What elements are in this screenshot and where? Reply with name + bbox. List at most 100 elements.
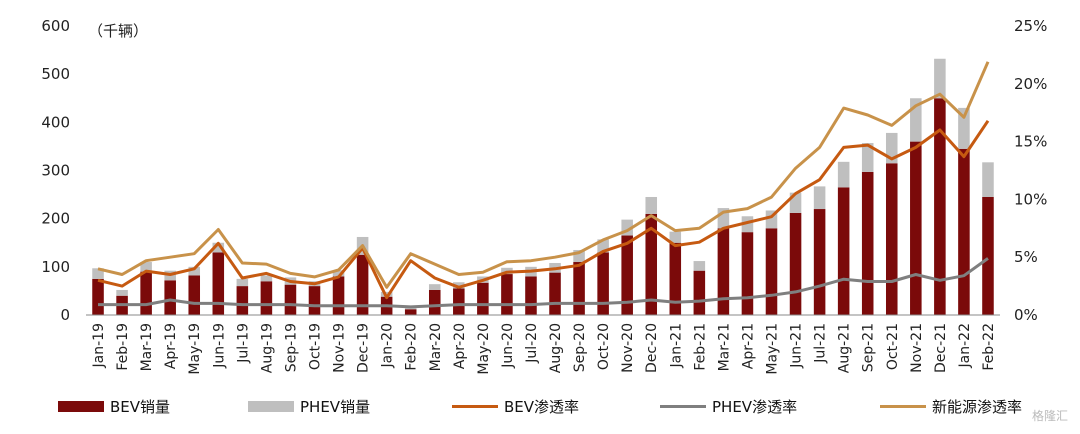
- bar-bev: [982, 196, 994, 315]
- legend-swatch: [660, 405, 706, 408]
- x-tick-label: Dec-21: [933, 323, 949, 373]
- x-tick-label: Aug-20: [548, 323, 564, 373]
- legend-item-bev-penetration: BEV渗透率: [452, 396, 579, 417]
- x-tick-label: Mar-19: [139, 323, 155, 371]
- bar-bev: [525, 276, 537, 315]
- line-BEV渗透率: [97, 119, 990, 300]
- x-tick-label: Jan-21: [668, 323, 684, 368]
- bar-bev: [188, 275, 201, 315]
- x-tick-label: Jun-20: [500, 323, 516, 369]
- y-left-tick-label: 300: [41, 162, 70, 180]
- bar-bev: [549, 272, 561, 315]
- bar-bev: [669, 242, 682, 315]
- x-tick-label: Nov-20: [620, 323, 636, 373]
- x-tick-label: Apr-20: [452, 323, 468, 369]
- bar-phev: [573, 249, 585, 263]
- bar-bev: [308, 286, 321, 315]
- bar-phev: [260, 275, 273, 282]
- y-right-tick-label: 20%: [1014, 75, 1047, 93]
- x-tick-label: May-19: [187, 323, 203, 375]
- bar-phev: [597, 239, 609, 253]
- y-left-tick-label: 0: [60, 306, 70, 324]
- bar-phev: [837, 161, 850, 188]
- legend-swatch: [452, 405, 498, 408]
- x-tick-label: Dec-20: [644, 323, 660, 373]
- y-left-tick-label: 400: [41, 113, 70, 131]
- bar-bev: [284, 284, 297, 315]
- watermark: 格隆汇: [1031, 409, 1068, 423]
- bar-bev: [332, 276, 345, 315]
- bar-bev: [140, 271, 152, 315]
- bar-phev: [813, 186, 826, 210]
- x-tick-label: Feb-19: [115, 323, 131, 371]
- legend-item-bev-sales: BEV销量: [58, 396, 170, 417]
- bar-bev: [453, 288, 465, 315]
- bar-bev: [260, 281, 273, 315]
- legend-swatch: [880, 405, 926, 408]
- y-left-tick-label: 100: [41, 258, 70, 276]
- bar-bev: [428, 289, 441, 315]
- bar-bev: [958, 148, 970, 315]
- x-tick-label: Jan-20: [380, 323, 396, 368]
- bar-bev: [621, 235, 633, 315]
- y-right-tick-label: 0%: [1014, 306, 1038, 324]
- bar-bev: [212, 252, 225, 315]
- line-新能源渗透率: [97, 61, 990, 289]
- x-tick-label: May-20: [476, 323, 492, 375]
- bar-bev: [477, 282, 489, 315]
- bar-phev: [982, 162, 994, 197]
- bar-bev: [861, 171, 874, 315]
- legend-swatch: [248, 401, 294, 412]
- bar-phev: [958, 107, 970, 149]
- bar-bev: [741, 232, 754, 315]
- bar-bev: [404, 309, 417, 315]
- y-right-tick-label: 25%: [1014, 17, 1047, 35]
- x-tick-label: Sep-21: [861, 323, 877, 372]
- x-tick-label: Nov-21: [909, 323, 925, 373]
- bar-phev: [116, 289, 128, 296]
- bar-bev: [236, 286, 249, 315]
- x-tick-label: Jul-20: [524, 323, 540, 364]
- bar-phev: [332, 270, 345, 277]
- legend-label: 新能源渗透率: [932, 398, 1023, 416]
- legend-label: PHEV渗透率: [712, 398, 798, 416]
- x-tick-label: May-21: [765, 323, 781, 375]
- y-left-tick-label: 200: [41, 210, 70, 228]
- bar-bev: [765, 228, 778, 315]
- x-tick-label: Jul-21: [813, 323, 829, 364]
- bar-phev: [236, 278, 249, 287]
- bar-phev: [910, 98, 922, 142]
- y-right-tick-label: 10%: [1014, 190, 1047, 208]
- bar-bev: [813, 209, 826, 315]
- legend-item-phev-penetration: PHEV渗透率: [660, 396, 797, 417]
- bar-phev: [188, 266, 201, 276]
- bar-phev: [428, 284, 441, 290]
- unit-label: （千辆）: [88, 22, 149, 40]
- x-tick-label: Aug-21: [837, 323, 853, 373]
- legend-swatch: [58, 401, 104, 412]
- bar-bev: [645, 213, 658, 315]
- x-tick-label: Oct-21: [885, 323, 901, 370]
- x-tick-label: Jul-19: [235, 323, 251, 364]
- bar-phev: [885, 132, 898, 164]
- bar-bev: [92, 278, 104, 315]
- x-tick-label: Feb-20: [404, 323, 420, 371]
- x-tick-label: Feb-22: [981, 323, 997, 371]
- legend: BEV销量 PHEV销量 BEV渗透率 PHEV渗透率 新能源渗透率: [0, 392, 1080, 422]
- bar-phev: [212, 242, 225, 253]
- y-left-tick-label: 600: [41, 17, 70, 35]
- x-tick-label: Sep-20: [572, 323, 588, 372]
- legend-label: BEV销量: [110, 398, 171, 416]
- y-right-tick-label: 5%: [1014, 248, 1038, 266]
- bar-phev: [453, 282, 465, 289]
- bar-phev: [717, 208, 730, 229]
- bar-bev: [910, 141, 922, 315]
- bar-phev: [765, 210, 778, 229]
- bar-phev: [789, 192, 802, 213]
- bar-phev: [741, 216, 754, 233]
- bar-bev: [717, 228, 730, 315]
- x-tick-label: Apr-21: [740, 323, 756, 369]
- x-tick-label: Oct-19: [308, 323, 324, 370]
